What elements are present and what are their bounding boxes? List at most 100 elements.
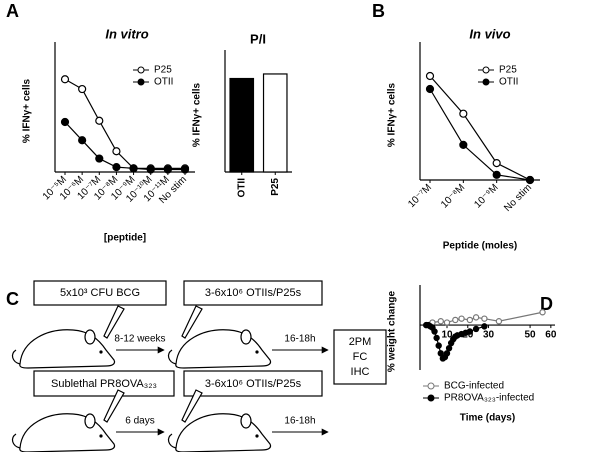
- point: [525, 175, 535, 185]
- legend-marker: [482, 78, 490, 86]
- box: [33, 280, 167, 306]
- arrow-label: 6 days: [125, 416, 154, 427]
- point: [459, 109, 468, 118]
- chart-title: P/I: [250, 31, 266, 46]
- point: [466, 316, 474, 324]
- point: [443, 350, 451, 357]
- x-tick-label: 10⁻⁸M: [439, 182, 467, 210]
- point: [425, 84, 435, 94]
- y-axis-label: % IFNγ+ cells: [22, 78, 33, 143]
- box: [33, 370, 175, 397]
- x-axis-label: [peptide]: [104, 233, 146, 244]
- arrow-label: 16-18h: [284, 416, 315, 427]
- x-tick-label: 10⁻⁹M: [472, 182, 500, 210]
- point: [95, 116, 104, 125]
- panel-label: A: [6, 1, 19, 21]
- point: [539, 309, 546, 316]
- box: [183, 280, 323, 306]
- bar: [229, 77, 255, 173]
- x-tick-label: No stim: [502, 182, 534, 214]
- panel-label: D: [540, 294, 553, 314]
- panel-label: C: [6, 289, 19, 309]
- x-axis-label: Peptide (moles): [443, 241, 517, 252]
- point: [180, 165, 190, 174]
- point: [472, 325, 480, 333]
- mouse: [11, 329, 116, 369]
- legend-marker: [427, 382, 435, 390]
- point: [492, 159, 501, 168]
- point: [78, 84, 87, 94]
- chart-title: In vivo: [469, 26, 510, 41]
- point: [481, 323, 488, 330]
- legend-label: P25: [499, 65, 517, 76]
- chart-title: In vitro: [105, 26, 148, 41]
- readout-box: [333, 329, 387, 385]
- point: [495, 318, 503, 325]
- y-axis-label: % IFNγ+ cells: [192, 82, 203, 147]
- diagram: 5x10³ CFU BCG 3-6x10⁶ OTIIs/P25s Subleth…: [11, 280, 387, 452]
- point: [60, 75, 70, 84]
- bar: [262, 73, 288, 173]
- box-text: 5x10³ CFU BCG: [60, 287, 140, 299]
- point: [425, 71, 435, 81]
- point: [437, 318, 444, 325]
- syringe: [181, 305, 203, 339]
- point: [443, 319, 451, 326]
- x-tick-label: 60: [545, 330, 557, 341]
- legend-marker: [137, 78, 145, 86]
- arrow-label: 8-12 weeks: [114, 334, 165, 345]
- readout-text: FC: [353, 351, 368, 363]
- x-tick-label: 20: [462, 330, 474, 341]
- readout-text: 2PM: [349, 336, 372, 348]
- point: [78, 136, 87, 145]
- series-line: [429, 88, 531, 181]
- x-tick-label: 10: [441, 330, 453, 341]
- x-tick-label: 30: [483, 330, 495, 341]
- panel-label: B: [372, 1, 385, 21]
- y-axis-label: % IFNγ+ cells: [387, 82, 398, 147]
- box: [183, 370, 323, 397]
- box-text: Sublethal PR8OVA₃₂₃: [51, 378, 157, 390]
- point: [95, 154, 104, 163]
- point: [466, 328, 474, 335]
- point: [60, 117, 70, 127]
- point: [472, 314, 480, 321]
- point: [459, 140, 468, 149]
- readout-text: IHC: [351, 366, 370, 378]
- point: [437, 350, 444, 357]
- point: [458, 315, 465, 322]
- point: [112, 147, 121, 156]
- legend-label: OTII: [499, 77, 518, 88]
- legend-label: P25: [154, 65, 172, 76]
- legend-marker: [427, 394, 435, 402]
- mouse: [11, 413, 116, 452]
- point: [481, 315, 488, 322]
- x-tick-label: 10⁻⁷M: [406, 182, 434, 210]
- point: [146, 165, 155, 174]
- point: [431, 328, 438, 335]
- legend-label: BCG-infected: [444, 381, 504, 392]
- point: [112, 163, 121, 172]
- x-tick-label: OTII: [236, 178, 247, 198]
- legend-marker: [482, 66, 490, 74]
- arrow-label: 16-18h: [284, 334, 315, 345]
- y-axis-label: % weight change: [387, 291, 398, 373]
- legend-marker: [137, 66, 145, 74]
- x-axis-label: Time (days): [460, 413, 515, 424]
- series-line: [429, 75, 531, 181]
- box-text: 3-6x10⁶ OTIIs/P25s: [205, 378, 302, 390]
- point: [163, 165, 172, 174]
- point: [492, 170, 501, 179]
- series-line: [64, 121, 185, 171]
- point: [129, 164, 138, 173]
- box-text: 3-6x10⁶ OTIIs/P25s: [205, 287, 302, 299]
- x-tick-label: 50: [525, 330, 537, 341]
- x-tick-label: P25: [270, 178, 281, 196]
- point: [452, 316, 459, 324]
- point: [433, 334, 440, 342]
- legend-label: PR8OVA₃₂₃-infected: [444, 393, 534, 404]
- point: [435, 342, 442, 349]
- legend-label: OTII: [154, 77, 173, 88]
- point: [445, 344, 453, 352]
